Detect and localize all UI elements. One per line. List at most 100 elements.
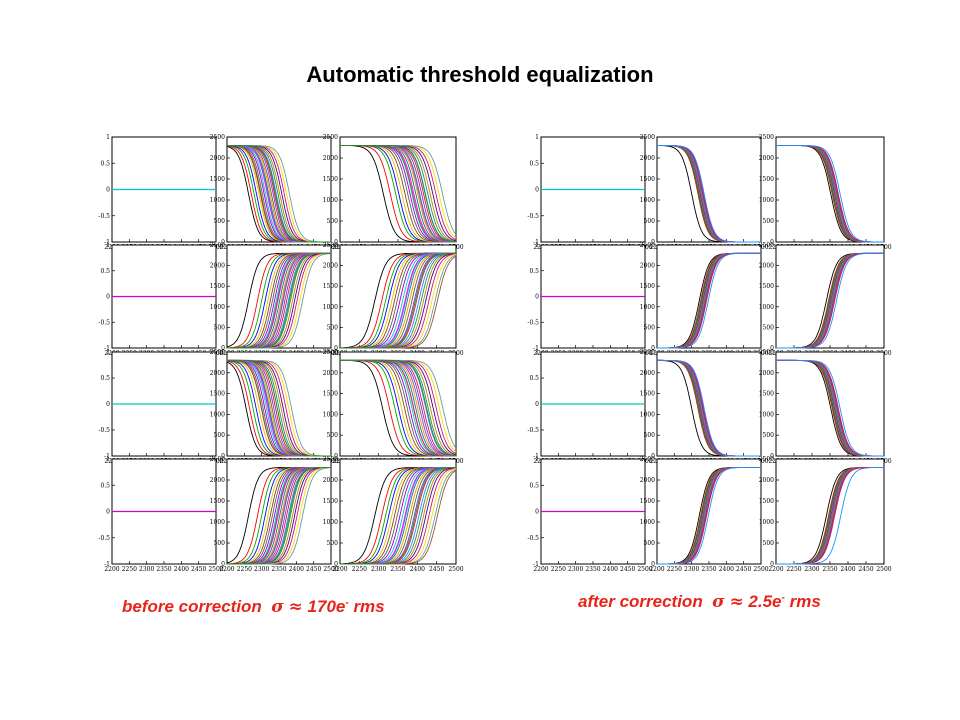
chart1-r0-c2-ytick-label: 1000 [759, 197, 774, 204]
chart0-r0-c2-ytick-label: 500 [327, 218, 339, 225]
chart1-r0-c0-ytick-label: 0.5 [529, 160, 539, 167]
chart0-r3-c1-xtick-label: 2300 [254, 566, 269, 573]
chart1-r2-c1-scurve-15 [657, 359, 761, 457]
chart1-r3-c1-ytick-label: 2000 [640, 477, 655, 484]
chart1-r2-c2-frame [775, 351, 885, 457]
chart0-r3-c2-xtick-label: 2200 [332, 566, 347, 573]
chart1-r3-c2-xtick-label: 2250 [786, 566, 801, 573]
chart1-r3-c0-ytick-label: 0.5 [529, 482, 539, 489]
caption-after-sup: - [781, 592, 785, 604]
chart1-r1-c1-ytick-label: 500 [644, 324, 656, 331]
chart1-r3-c1-ytick-label: 2500 [640, 456, 655, 463]
chart1-r0-c0-ytick-label: -0.5 [527, 213, 539, 220]
chart0-r3-c2-xtick-label: 2350 [390, 566, 405, 573]
chart1-r1-c1-ytick-label: 1000 [640, 304, 655, 311]
chart0-r1-c2-ytick-label: 0 [334, 345, 338, 352]
chart0-r0-c0-ytick-label: -0.5 [98, 213, 110, 220]
chart0-r1-c0-ytick-label: 1 [106, 242, 110, 249]
chart0-r2-c2-ytick-label: 2000 [323, 370, 338, 377]
chart1-r3-c1-ytick-label: 0 [651, 561, 655, 568]
chart0-r0-c2-scurve-24 [340, 144, 457, 243]
chart1-r0-c1-ytick-label: 2500 [640, 134, 655, 141]
chart0-r3-c2-ytick-label: 1000 [323, 519, 338, 526]
chart0-r3-c0-xtick-label: 2200 [104, 566, 119, 573]
chart0-r3-c2-scurve-24 [340, 467, 456, 565]
chart1-r3-c0-ytick-label: 0 [535, 509, 539, 516]
chart1-r1-c1-ytick-label: 1500 [640, 283, 655, 290]
chart0-r0-c1-ytick-label: 500 [214, 218, 226, 225]
chart0-r3-c0-xtick-label: 2350 [156, 566, 171, 573]
chart1-r2-c0-ytick-label: 0 [535, 401, 539, 408]
chart1-r3-c1-xtick-label: 2200 [649, 566, 664, 573]
chart1-r1-c2-ytick-label: 2500 [759, 242, 774, 249]
chart1-r3-c1-scurve-15 [657, 466, 761, 565]
chart0-r3-c1-ytick-label: 2000 [210, 477, 225, 484]
chart0-r2-c0-ytick-label: 1 [106, 349, 110, 356]
chart1-r3-c1-ytick-label: 500 [644, 540, 656, 547]
caption-before-value: 170e [307, 597, 346, 616]
chart1-r3-c2-xtick-label: 2350 [822, 566, 837, 573]
chart0-r0-c0-ytick-label: 0.5 [100, 160, 110, 167]
chart0-r3-c0-ytick-label: 1 [106, 456, 110, 463]
chart0-r3-c1-xtick-label: 2350 [271, 566, 286, 573]
chart0-r2-c1-ytick-label: 2000 [210, 370, 225, 377]
chart0-r2-c2-ytick-label: 1500 [323, 391, 338, 398]
chart1-r0-c1-ytick-label: 2000 [640, 155, 655, 162]
chart0-r0-c2-ytick-label: 1000 [323, 197, 338, 204]
chart1-r3-c1-xtick-label: 2400 [719, 566, 734, 573]
chart1-r3-c1-xtick-label: 2250 [667, 566, 682, 573]
chart0-r2-c2-ytick-label: 500 [327, 432, 339, 439]
chart1-r0-c2-ytick-label: 1500 [759, 176, 774, 183]
chart1-r2-c1-ytick-label: 500 [644, 432, 656, 439]
chart0-r3-c0-ytick-label: -1 [104, 561, 110, 568]
chart1-r0-c2-scurve-15 [776, 144, 884, 243]
chart0-r0-c1-scurve-24 [227, 144, 331, 243]
chart0-r3-c2-xtick-label: 2300 [371, 566, 386, 573]
chart0-r0-c2-ytick-label: 2500 [323, 134, 338, 141]
chart1-r0-c2-ytick-label: 2000 [759, 155, 774, 162]
chart1-r2-c1-ytick-label: 1000 [640, 411, 655, 418]
chart0-r3-c0-ytick-label: 0 [106, 509, 110, 516]
chart0-r3-c2-ytick-label: 1500 [323, 498, 338, 505]
chart0-r2-c1-ytick-label: 0 [221, 453, 225, 460]
chart1-r3-c0-xtick-label: 2500 [637, 566, 652, 573]
caption-before-text: before correction [122, 597, 262, 616]
chart0-r3-c2-xtick-label: 2500 [448, 566, 463, 573]
chart1-r2-c0-ytick-label: -0.5 [527, 427, 539, 434]
chart1-r3-c2-xtick-label: 2400 [840, 566, 855, 573]
chart0-r3-c2-ytick-label: 2500 [323, 456, 338, 463]
caption-after-unit: rms [789, 592, 821, 611]
chart1-r3-c0-xtick-label: 2400 [603, 566, 618, 573]
chart0-r1-c1-scurve-24 [227, 252, 331, 349]
chart0-r1-c0-ytick-label: -0.5 [98, 319, 110, 326]
caption-before-sigma: σ [271, 597, 284, 617]
chart0-r3-c0-xtick-label: 2300 [139, 566, 154, 573]
chart0-r1-c0-ytick-label: 0 [106, 294, 110, 301]
chart1-r3-c2-xtick-label: 2300 [804, 566, 819, 573]
chart1-r0-c2-ytick-label: 0 [770, 239, 774, 246]
chart0-r3-c1-scurve-24 [227, 466, 331, 565]
chart1-r2-c2-ytick-label: 1000 [759, 411, 774, 418]
chart0-r3-c1-ytick-label: 0 [221, 561, 225, 568]
chart0-r1-c1-ytick-label: 2000 [210, 263, 225, 270]
chart1-r3-c0-ytick-label: 1 [535, 456, 539, 463]
chart1-r2-c2-ytick-label: 2500 [759, 349, 774, 356]
chart1-r3-c1-ytick-label: 1000 [640, 519, 655, 526]
chart0-r3-c1-xtick-label: 2450 [306, 566, 321, 573]
chart0-r2-c1-ytick-label: 500 [214, 432, 226, 439]
chart0-r3-c1-ytick-label: 500 [214, 540, 226, 547]
chart1-r3-c2-ytick-label: 2500 [759, 456, 774, 463]
chart1-r1-c0-ytick-label: -1 [533, 345, 539, 352]
chart0-r3-c2-xtick-label: 2250 [352, 566, 367, 573]
caption-after-approx: ≈ [729, 592, 744, 612]
chart1-r1-c2-ytick-label: 2000 [759, 263, 774, 270]
chart1-r2-c1-ytick-label: 2500 [640, 349, 655, 356]
chart0-r3-c1-ytick-label: 2500 [210, 456, 225, 463]
chart1-r2-c2-ytick-label: 500 [763, 432, 775, 439]
chart1-r2-c1-ytick-label: 2000 [640, 370, 655, 377]
chart1-r1-c0-ytick-label: -0.5 [527, 319, 539, 326]
chart1-r2-c1-ytick-label: 0 [651, 453, 655, 460]
chart0-r0-c1-ytick-label: 1000 [210, 197, 225, 204]
chart0-r2-c2-ytick-label: 2500 [323, 349, 338, 356]
chart1-r3-c2-xtick-label: 2450 [858, 566, 873, 573]
